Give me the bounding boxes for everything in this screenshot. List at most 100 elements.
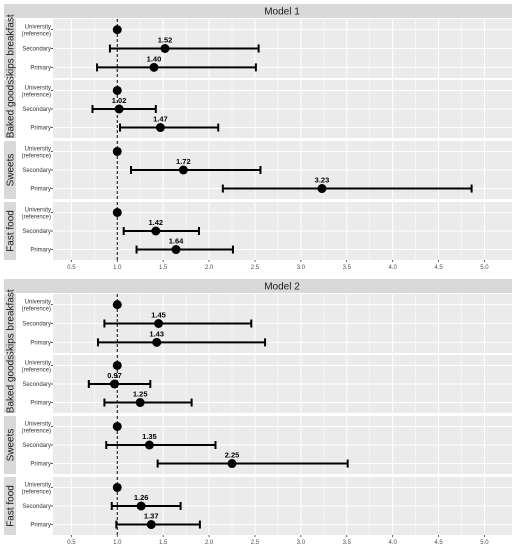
row-label: Secondary: [22, 107, 51, 113]
value-label: 1.47: [153, 115, 168, 124]
panel-label: Skips breakfast: [6, 14, 17, 83]
row-label: Secondary: [22, 443, 51, 449]
value-label: 1.45: [151, 311, 166, 320]
estimate-point: [144, 440, 154, 450]
estimate-point: [112, 482, 122, 492]
estimate-point: [151, 226, 161, 236]
row-label: Primary: [30, 523, 51, 529]
panel-strip: [4, 355, 16, 413]
chart-title: Model 1: [264, 7, 300, 18]
row-label: Secondary: [22, 322, 51, 328]
x-tick-label: 4.5: [434, 265, 443, 271]
title-strip: [4, 4, 512, 18]
panel: Fast food University (reference) Secondary 1…: [4, 477, 512, 535]
panel: Baked goods University (reference) Secondar…: [4, 355, 512, 413]
panel-label: Baked goods: [6, 355, 17, 413]
row-label: Secondary: [22, 47, 51, 53]
estimate-point: [112, 25, 122, 35]
x-tick-label: 4.5: [434, 540, 443, 546]
row-label-line: (reference): [22, 92, 51, 98]
x-tick-label: 1.0: [113, 540, 122, 546]
value-label: 1.26: [134, 493, 149, 502]
estimate-point: [149, 62, 159, 72]
value-label: 1.40: [147, 54, 162, 63]
x-tick-label: 4.0: [388, 540, 397, 546]
x-tick-label: 1.0: [113, 265, 122, 271]
value-label: 2.25: [225, 451, 240, 460]
value-label: 1.43: [149, 329, 164, 338]
row-label-line: University: [25, 300, 51, 306]
row-label: Primary: [30, 187, 51, 193]
estimate-point: [112, 360, 122, 370]
estimate-point: [114, 104, 124, 114]
estimate-point: [154, 319, 164, 328]
row-label: University (reference): [22, 207, 51, 220]
panel: Fast food University (reference) Secondary 1…: [4, 202, 512, 260]
x-tick-label: 5.0: [480, 265, 489, 271]
estimate-point: [317, 184, 327, 194]
panel-label: Skips breakfast: [6, 289, 17, 358]
value-label: 1.35: [142, 432, 157, 441]
x-tick-label: 3.5: [343, 265, 352, 271]
value-label: 1.72: [176, 157, 191, 166]
value-label: 1.37: [144, 512, 159, 521]
row-label: Secondary: [22, 504, 51, 510]
estimate-point: [171, 245, 181, 255]
panel: Baked goods University (reference) Secondar…: [4, 80, 512, 138]
row-label: Secondary: [22, 229, 51, 235]
row-label-line: University: [25, 85, 51, 91]
row-label: Primary: [30, 248, 51, 254]
row-label-line: University: [25, 25, 51, 31]
row-label: Primary: [30, 462, 51, 468]
row-label-line: University: [25, 421, 51, 427]
row-label: Secondary: [22, 168, 51, 174]
row-label-line: (reference): [22, 214, 51, 220]
estimate-point: [178, 165, 188, 175]
panel-strip: [4, 202, 16, 260]
row-label-line: (reference): [22, 153, 51, 159]
row-label: Primary: [30, 401, 51, 407]
row-label: University (reference): [22, 85, 51, 98]
x-tick-label: 3.0: [297, 540, 306, 546]
x-tick-label: 5.0: [480, 540, 489, 546]
value-label: 1.52: [158, 36, 173, 45]
row-label: University (reference): [22, 300, 51, 313]
row-label-line: University: [25, 146, 51, 152]
x-tick-label: 0.5: [67, 265, 76, 271]
estimate-point: [152, 337, 162, 347]
row-label-line: University: [25, 482, 51, 488]
estimate-point: [112, 421, 122, 431]
panel-label: Baked goods: [6, 80, 17, 138]
value-label: 0.97: [107, 371, 122, 380]
panel-label: Sweets: [6, 429, 17, 462]
estimate-point: [160, 44, 170, 53]
x-tick-label: 2.0: [205, 540, 214, 546]
estimate-point: [155, 123, 165, 133]
x-tick-label: 2.5: [251, 540, 260, 546]
panel: Sweets University (reference) Secondary 1.72…: [4, 141, 512, 199]
x-tick-label: 1.5: [159, 540, 168, 546]
value-label: 1.25: [133, 390, 148, 399]
panel: Skips breakfast University (reference) Seco…: [4, 289, 512, 358]
row-label-line: (reference): [22, 367, 51, 373]
x-tick-label: 4.0: [388, 265, 397, 271]
x-tick-label: 3.5: [343, 540, 352, 546]
estimate-point: [112, 207, 122, 217]
row-label: University (reference): [22, 146, 51, 159]
estimate-point: [136, 501, 146, 511]
value-label: 1.64: [169, 237, 184, 246]
estimate-point: [146, 520, 156, 530]
row-label: Secondary: [22, 382, 51, 388]
chart-title: Model 2: [264, 282, 300, 293]
estimate-point: [110, 379, 120, 389]
x-tick-label: 2.0: [205, 265, 214, 271]
row-label: Primary: [30, 340, 51, 346]
panel-strip: [4, 80, 16, 138]
panel-strip: [4, 294, 16, 353]
estimate-point: [112, 300, 122, 310]
x-tick-label: 0.5: [67, 540, 76, 546]
panel-label: Sweets: [6, 154, 17, 187]
